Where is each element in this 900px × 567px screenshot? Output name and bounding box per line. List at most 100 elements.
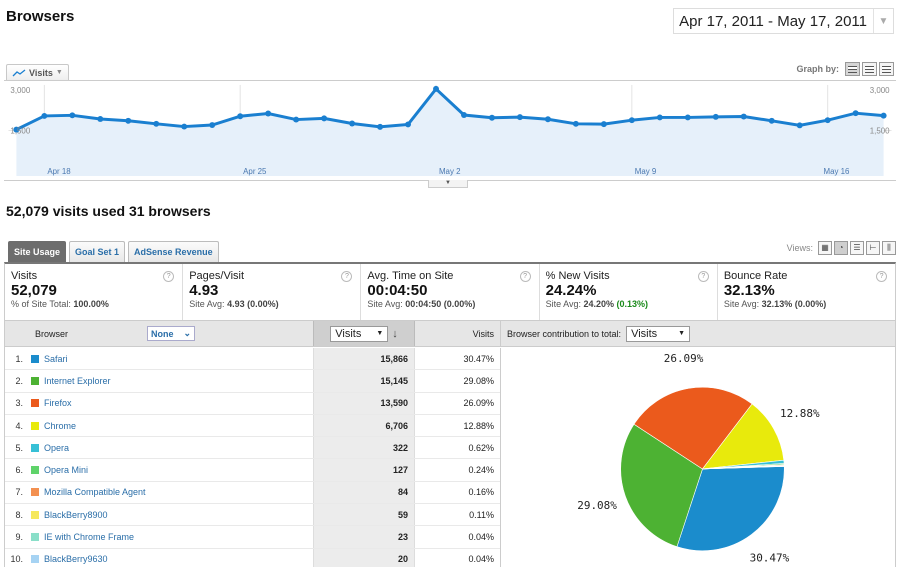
- graph-by-week-button[interactable]: [862, 62, 877, 76]
- contribution-header: Browser contribution to total: Visits ▼: [500, 321, 895, 346]
- row-number: 6.: [15, 465, 23, 476]
- table-icon: ▦: [821, 243, 829, 252]
- data-point[interactable]: [712, 113, 719, 120]
- data-point[interactable]: [265, 110, 272, 117]
- visits-column-header[interactable]: Visits: [472, 328, 494, 339]
- segment-select[interactable]: None ⌄: [147, 326, 195, 341]
- pie-label: 30.47%: [750, 551, 790, 564]
- y-tick-label: 3,000: [10, 86, 30, 95]
- data-point[interactable]: [125, 117, 132, 124]
- data-point[interactable]: [209, 122, 216, 129]
- tab-adsense-revenue[interactable]: AdSense Revenue: [128, 241, 219, 262]
- percent-cell: 29.08%: [463, 375, 494, 386]
- table-row: 8. BlackBerry8900 59 0.11%: [5, 504, 500, 527]
- data-point[interactable]: [796, 122, 803, 129]
- scorecard-sub: Site Avg: 24.20% (0.13%): [545, 299, 649, 309]
- data-point[interactable]: [153, 120, 160, 127]
- y-tick-label: 3,000: [870, 86, 890, 95]
- data-point[interactable]: [544, 116, 551, 123]
- data-point[interactable]: [461, 112, 467, 118]
- pie-slice[interactable]: [701, 403, 785, 470]
- data-point[interactable]: [572, 120, 579, 127]
- data-point[interactable]: [293, 116, 300, 123]
- color-swatch: [31, 555, 39, 564]
- data-point[interactable]: [97, 115, 104, 122]
- browser-link[interactable]: Internet Explorer: [44, 375, 111, 386]
- tab-goal-set-1[interactable]: Goal Set 1: [69, 241, 126, 262]
- data-point[interactable]: [405, 121, 412, 128]
- pie-slice[interactable]: [702, 465, 785, 470]
- data-point[interactable]: [181, 123, 188, 130]
- sort-descending-icon[interactable]: ↓: [392, 327, 398, 340]
- visits-area: [16, 88, 884, 177]
- pie-slice[interactable]: [676, 466, 785, 551]
- x-tick-label: Apr 25: [243, 167, 267, 176]
- scorecard-value: 4.93: [189, 282, 219, 299]
- date-range-picker[interactable]: Apr 17, 2011 - May 17, 2011 ▼: [673, 8, 894, 34]
- help-icon[interactable]: ?: [876, 271, 888, 282]
- browser-link[interactable]: IE with Chrome Frame: [44, 532, 135, 543]
- report-tabs: Site Usage Goal Set 1 AdSense Revenue: [8, 241, 219, 262]
- collapse-chart-handle[interactable]: ▼: [428, 180, 468, 188]
- data-point[interactable]: [852, 110, 859, 117]
- scorecards: Visits 52,079 % of Site Total: 100.00% ?…: [5, 264, 895, 321]
- browser-link[interactable]: Safari: [44, 353, 68, 364]
- data-point[interactable]: [13, 126, 20, 133]
- contribution-metric-select[interactable]: Visits ▼: [626, 325, 691, 342]
- data-point[interactable]: [628, 117, 635, 124]
- pie-view-button[interactable]: ◔: [834, 241, 848, 255]
- browser-link[interactable]: Opera: [44, 442, 70, 453]
- pie-slice[interactable]: [620, 423, 703, 548]
- bar-view-button[interactable]: ☰: [850, 241, 864, 255]
- browser-link[interactable]: Mozilla Compatible Agent: [44, 487, 146, 498]
- data-point[interactable]: [824, 117, 831, 124]
- scorecard-value: 00:04:50: [367, 282, 428, 299]
- data-point[interactable]: [69, 112, 76, 119]
- help-icon[interactable]: ?: [697, 271, 709, 282]
- data-point[interactable]: [740, 113, 747, 120]
- graph-by-month-button[interactable]: [879, 62, 894, 76]
- scorecard-sub: % of Site Total: 100.00%: [11, 299, 109, 309]
- visits-trend-chart[interactable]: 3,000 1,500 3,000 1,500 Apr 18 Apr 25 May 2 May…: [4, 80, 896, 180]
- data-point[interactable]: [41, 112, 48, 119]
- help-icon[interactable]: ?: [519, 271, 531, 282]
- browser-link[interactable]: Firefox: [44, 398, 72, 409]
- color-swatch: [31, 354, 39, 363]
- data-point[interactable]: [768, 117, 775, 124]
- data-point[interactable]: [488, 114, 495, 121]
- browser-link[interactable]: BlackBerry8900: [44, 509, 108, 520]
- visits-cell: 15,866: [313, 348, 415, 370]
- help-icon[interactable]: ?: [163, 271, 175, 282]
- row-number: 5.: [15, 442, 23, 453]
- browser-link[interactable]: Chrome: [44, 420, 77, 431]
- pie-label: 29.08%: [577, 499, 617, 512]
- data-point[interactable]: [237, 113, 244, 120]
- tab-site-usage[interactable]: Site Usage: [8, 241, 67, 262]
- table-row: 2. Internet Explorer 15,145 29.08%: [5, 370, 500, 393]
- data-point[interactable]: [349, 120, 356, 127]
- comparison-view-button[interactable]: ⊢: [866, 241, 880, 255]
- pivot-view-button[interactable]: ⫼: [882, 241, 896, 255]
- data-point[interactable]: [516, 114, 523, 121]
- table-view-button[interactable]: ▦: [818, 241, 832, 255]
- data-point[interactable]: [433, 85, 439, 92]
- graph-by-day-button[interactable]: [845, 62, 860, 76]
- data-point[interactable]: [600, 121, 607, 128]
- row-number: 1.: [15, 353, 23, 364]
- data-point[interactable]: [656, 114, 663, 121]
- graph-metric-select[interactable]: Visits ▼: [6, 64, 69, 80]
- color-swatch: [31, 421, 39, 430]
- sort-metric-select[interactable]: Visits ▼: [330, 325, 389, 342]
- data-point[interactable]: [377, 123, 384, 130]
- page-title: Browsers: [6, 8, 75, 25]
- data-point[interactable]: [684, 114, 691, 121]
- data-point[interactable]: [321, 115, 328, 122]
- chevron-down-icon[interactable]: ▼: [873, 9, 893, 33]
- browser-link[interactable]: BlackBerry9630: [44, 554, 108, 565]
- help-icon[interactable]: ?: [341, 271, 353, 282]
- views-switcher: Views: ▦ ◔ ☰ ⊢ ⫼: [787, 241, 896, 255]
- browser-link[interactable]: Opera Mini: [44, 465, 89, 476]
- data-point[interactable]: [880, 112, 887, 119]
- pie-slice[interactable]: [633, 386, 753, 470]
- browser-cell: IE with Chrome Frame: [29, 532, 313, 542]
